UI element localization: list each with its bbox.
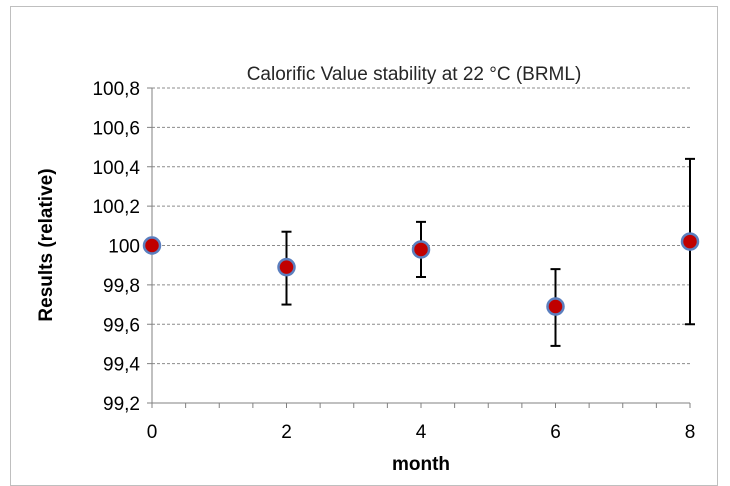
y-tick-label: 99,4 xyxy=(103,355,140,376)
x-tick-label: 6 xyxy=(550,422,561,443)
data-point xyxy=(142,236,162,255)
data-point xyxy=(277,257,296,277)
data-point xyxy=(411,240,431,259)
y-tick-label: 100,2 xyxy=(92,197,140,218)
data-point xyxy=(680,232,700,251)
y-tick-label: 100,6 xyxy=(92,118,140,139)
x-tick-label: 2 xyxy=(281,422,292,443)
chart-title: Calorific Value stability at 22 °C (BRML… xyxy=(247,64,582,85)
x-tick-label: 0 xyxy=(147,422,158,443)
y-axis-label: Results (relative) xyxy=(36,168,57,321)
x-tick-label: 8 xyxy=(685,422,696,443)
data-point xyxy=(546,297,565,316)
error-bars xyxy=(281,157,695,347)
stability-chart: 99,299,499,699,8100100,2100,4100,6100,8 … xyxy=(36,64,700,475)
y-tick-label: 100 xyxy=(108,237,140,258)
y-tick-labels: 99,2 99,4 99,6 99,8 100 100,2 100,4 100,6 100,8 xyxy=(92,79,140,415)
y-tick-label: 99,8 xyxy=(103,276,140,297)
y-tick-label: 99,6 xyxy=(103,315,140,336)
y-tick-label: 100,4 xyxy=(92,158,140,179)
data-points xyxy=(142,232,700,316)
x-axis-label: month xyxy=(392,454,450,475)
x-tick-labels: 0 2 4 6 8 xyxy=(147,422,696,443)
x-tick-label: 4 xyxy=(416,422,427,443)
y-tick-label: 99,2 xyxy=(103,394,140,415)
y-tick-label: 100,8 xyxy=(92,79,140,100)
